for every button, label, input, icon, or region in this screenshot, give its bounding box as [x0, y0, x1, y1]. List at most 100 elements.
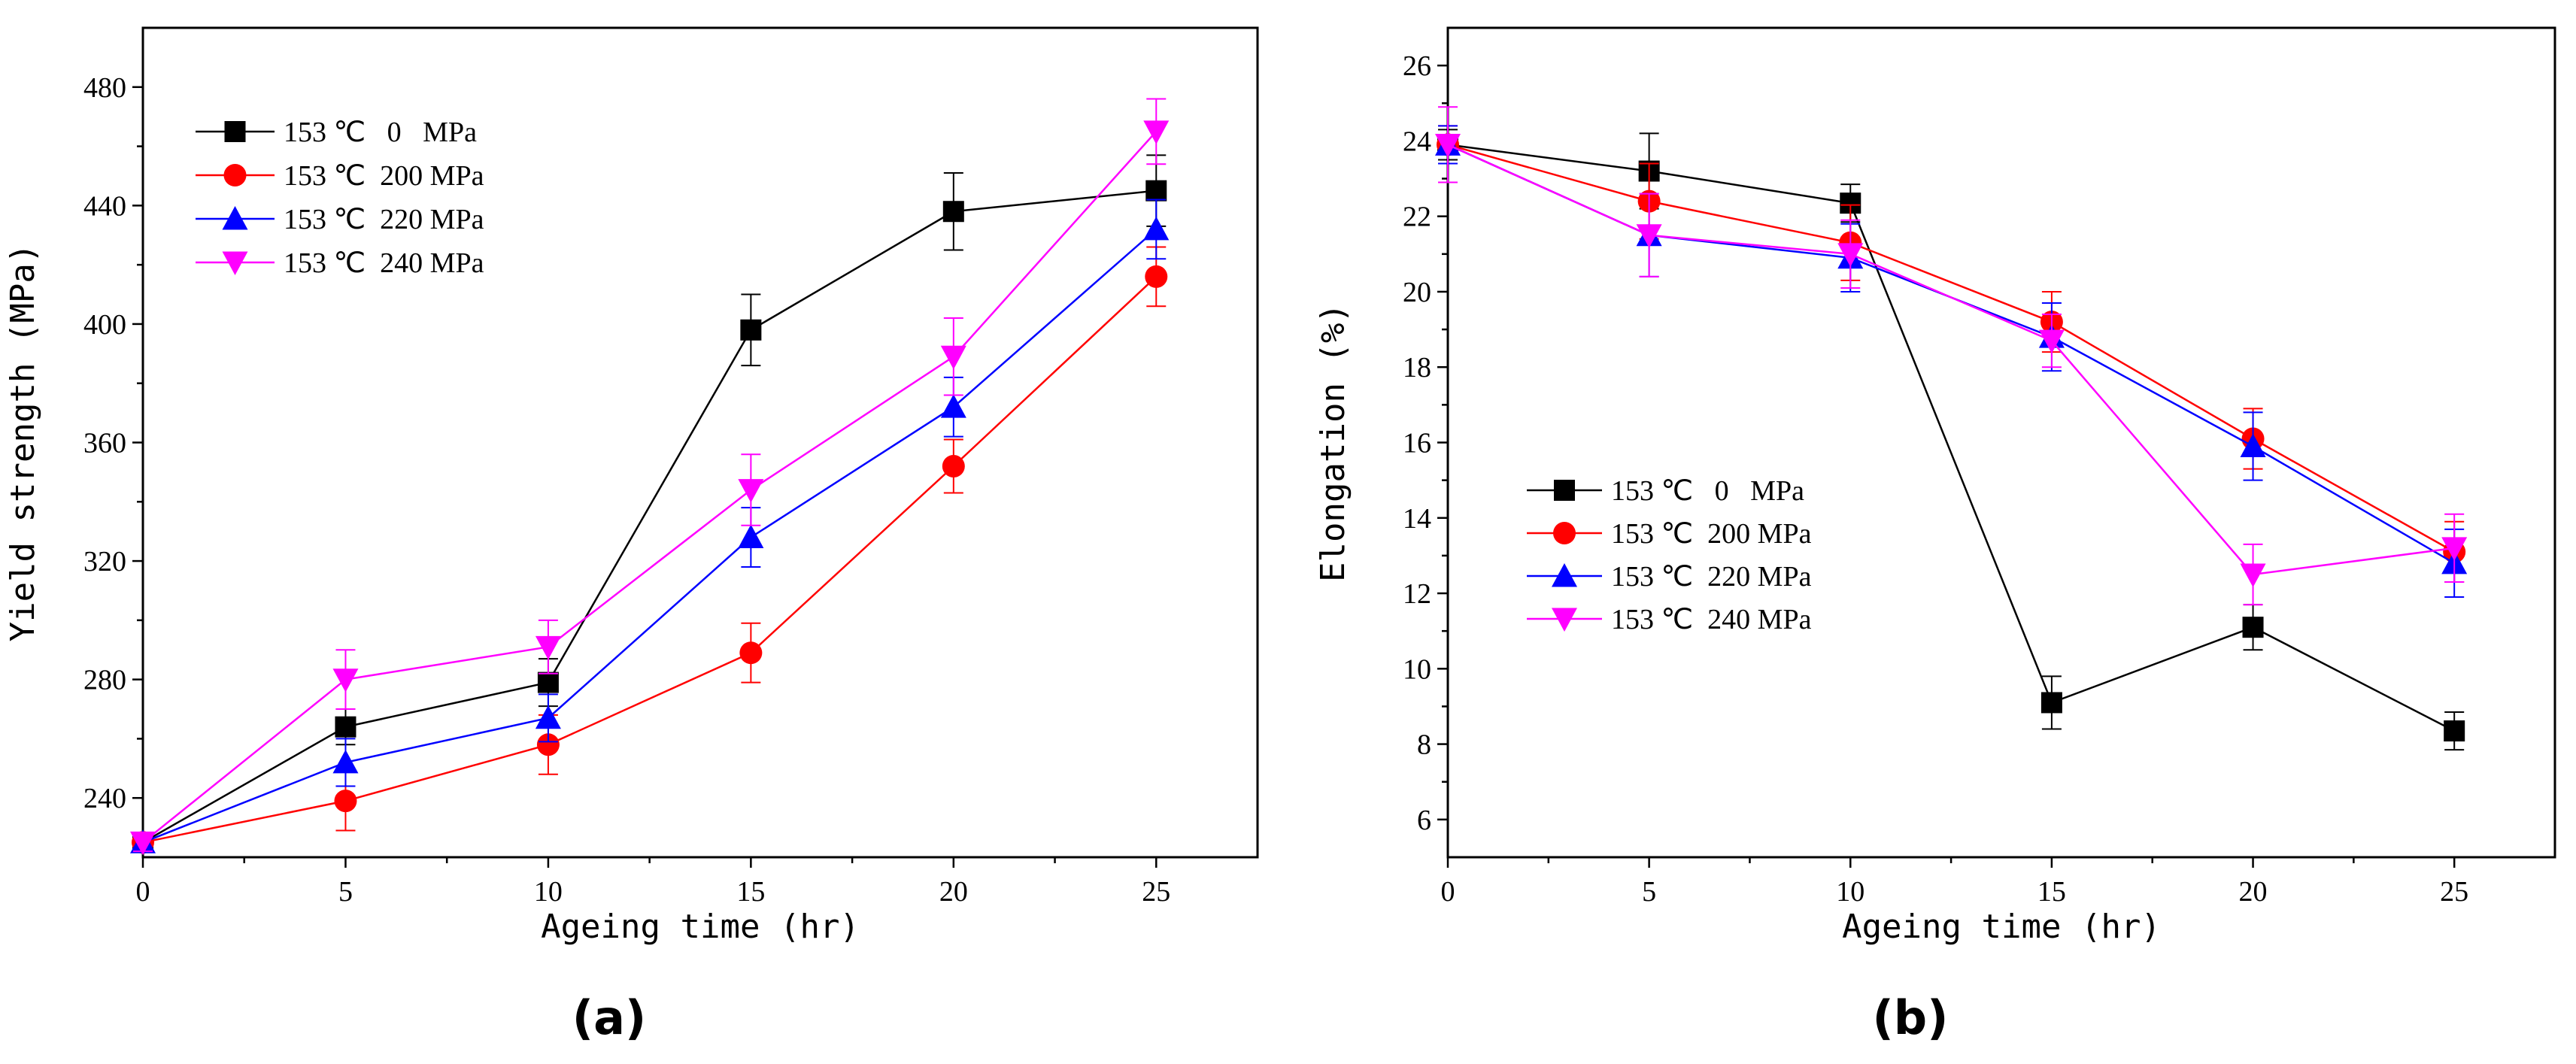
data-point-b	[2038, 329, 2065, 354]
legend-a: 153 ℃ 0 MPa 153 ℃ 200 MPa 153 ℃ 220 MPa 153…	[196, 117, 484, 279]
y-axis-title-a: Yield strength (MPa)	[4, 244, 42, 642]
data-point-b	[2240, 433, 2266, 457]
chart-a: 0 5 10 15 20 25 240 280 320 360 400 440 480 Ageing ti…	[4, 26, 1259, 946]
data-point-b	[2240, 563, 2266, 587]
legend-marker-b	[1554, 480, 1575, 501]
data-point-b	[1636, 224, 1662, 248]
x-tick-label-b: 10	[1836, 876, 1864, 908]
x-tick-label-b: 0	[1441, 876, 1455, 908]
series-line-a	[142, 131, 1158, 844]
legend-marker-b	[1553, 522, 1576, 544]
data-point-a	[335, 716, 357, 738]
x-tick-label-a: 5	[338, 876, 353, 908]
y-tick-label-a: 280	[83, 665, 126, 696]
y-tick-label-b: 14	[1403, 503, 1431, 535]
legend-label-b: 153 ℃ 200 MPa	[1611, 518, 1812, 550]
x-tick-label-b: 25	[2440, 876, 2468, 908]
series-a-3	[130, 98, 1170, 856]
data-point-a	[535, 635, 561, 660]
data-point-a	[1145, 180, 1167, 202]
data-point-a	[332, 749, 359, 774]
series-line-a	[142, 189, 1157, 844]
y-tick-label-b: 24	[1403, 126, 1431, 157]
data-point-b	[2040, 692, 2062, 714]
legend-marker-a	[223, 164, 247, 186]
legend-marker-a	[222, 251, 248, 275]
data-point-a	[940, 345, 966, 370]
y-tick-label-a: 240	[83, 783, 126, 814]
y-tick-label-b: 22	[1403, 202, 1431, 233]
series-line-b	[1447, 144, 2455, 576]
data-point-a	[740, 319, 762, 341]
x-tick-label-a: 0	[136, 876, 150, 908]
data-point-a	[130, 831, 156, 856]
series-a-1	[132, 246, 1168, 854]
y-axis-title-b: Elongation (%)	[1314, 303, 1352, 582]
series-b-0	[1437, 129, 2465, 751]
data-point-a	[332, 668, 359, 693]
data-point-a	[537, 671, 559, 693]
series-b-1	[1437, 125, 2466, 584]
x-tick-label-b: 20	[2239, 876, 2268, 908]
data-point-a	[942, 455, 965, 478]
data-point-b	[1435, 133, 1461, 158]
x-tick-label-a: 25	[1142, 876, 1170, 908]
plot-frame-a	[141, 26, 1259, 859]
x-tick-label-b: 5	[1642, 876, 1656, 908]
x-tick-label-a: 20	[939, 876, 968, 908]
y-tick-label-b: 6	[1417, 805, 1431, 836]
x-tick-label-b: 15	[2037, 876, 2066, 908]
data-point-a	[940, 394, 966, 418]
plot-frame-b	[1446, 26, 2556, 859]
data-point-a	[1143, 120, 1170, 144]
data-point-b	[2242, 617, 2264, 638]
data-point-b	[1837, 243, 1864, 267]
series-line-a	[142, 228, 1158, 844]
chart-b: 0 5 10 15 20 25 6 8 10 12 14 16 18 20 22 24 26 Ageing tim…	[1314, 26, 2556, 946]
legend-label-b: 153 ℃ 220 MPa	[1611, 561, 1812, 593]
y-tick-label-a: 440	[83, 190, 126, 222]
data-point-b	[2444, 720, 2465, 742]
data-point-a	[739, 641, 763, 665]
data-point-a	[1145, 265, 1168, 288]
data-point-a	[536, 733, 560, 756]
legend-label-a: 153 ℃ 240 MPa	[284, 247, 484, 279]
panel-label-b: (b)	[1872, 990, 1948, 1045]
series-b-2	[1435, 125, 2468, 599]
y-tick-label-b: 16	[1403, 428, 1431, 459]
x-axis-title-a: Ageing time (hr)	[541, 908, 860, 946]
y-tick-label-b: 20	[1403, 277, 1431, 308]
data-point-a	[738, 479, 764, 503]
y-tick-label-b: 18	[1403, 352, 1431, 383]
y-tick-label-a: 400	[83, 309, 126, 341]
legend-marker-b	[1552, 608, 1577, 632]
x-axis-title-b: Ageing time (hr)	[1842, 908, 2161, 946]
y-tick-label-a: 320	[83, 546, 126, 577]
y-tick-label-b: 26	[1403, 50, 1431, 82]
series-line-b	[1447, 144, 2455, 553]
panel-label-a: (a)	[572, 990, 647, 1045]
legend-label-b: 153 ℃ 0 MPa	[1611, 475, 1804, 507]
data-point-b	[2441, 537, 2468, 561]
series-line-b	[1447, 144, 2455, 732]
legend-b: 153 ℃ 0 MPa 153 ℃ 200 MPa 153 ℃ 220 MPa 153…	[1527, 475, 1812, 635]
y-tick-label-b: 8	[1417, 729, 1431, 761]
x-tick-label-a: 15	[736, 876, 765, 908]
data-point-a	[334, 790, 357, 813]
data-point-a	[942, 201, 964, 223]
y-tick-label-a: 480	[83, 72, 126, 104]
data-point-a	[535, 705, 561, 729]
legend-marker-b	[1552, 563, 1577, 587]
series-line-a	[142, 275, 1158, 844]
y-tick-label-b: 12	[1403, 578, 1431, 610]
x-tick-label-a: 10	[534, 876, 563, 908]
legend-label-b: 153 ℃ 240 MPa	[1611, 604, 1812, 635]
legend-label-a: 153 ℃ 200 MPa	[284, 160, 484, 192]
legend-marker-a	[224, 121, 246, 142]
legend-label-a: 153 ℃ 220 MPa	[284, 204, 484, 235]
y-tick-label-b: 10	[1403, 653, 1431, 685]
y-tick-label-a: 360	[83, 428, 126, 459]
data-point-a	[738, 524, 764, 549]
series-b-3	[1435, 106, 2468, 606]
